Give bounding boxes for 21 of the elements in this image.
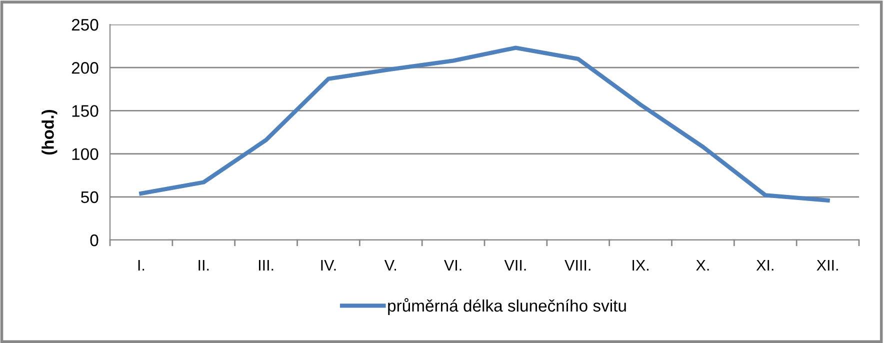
y-axis-title: (hod.) xyxy=(42,110,58,155)
y-tick-label: 100 xyxy=(72,148,98,160)
x-tick-label: XI. xyxy=(756,260,774,271)
line-series xyxy=(139,46,830,202)
y-tick-label: 250 xyxy=(72,18,98,31)
x-tick-label: VI. xyxy=(444,260,462,271)
y-tick-label: 150 xyxy=(72,105,98,117)
x-tick-label: X. xyxy=(696,260,709,271)
x-tick-label: I. xyxy=(138,260,144,271)
x-tick-label: III. xyxy=(258,260,274,271)
y-tick-label: 50 xyxy=(81,191,98,204)
x-tick-label: XII. xyxy=(816,260,838,271)
y-tick-label: 200 xyxy=(72,62,98,74)
legend-label: průměrná délka slunečního svitu xyxy=(388,298,626,315)
x-tick-label: II. xyxy=(198,260,209,271)
x-tick-label: VIII. xyxy=(564,260,590,271)
x-tick-label: VII. xyxy=(504,260,526,271)
x-tick-label: IV. xyxy=(321,260,336,271)
x-tick-label: IX. xyxy=(632,260,648,271)
x-tick-label: V. xyxy=(384,260,396,271)
y-tick-label: 0 xyxy=(90,234,98,246)
